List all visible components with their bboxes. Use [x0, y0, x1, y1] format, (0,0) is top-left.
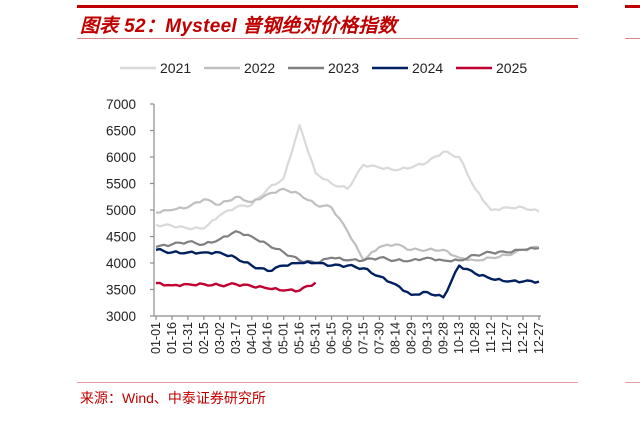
x-axis: 01-01 01-16 01-31 02-15 03-02 03-17 04-01 04-16…	[149, 315, 546, 354]
x-tick-label: 12-27	[532, 322, 546, 354]
series-line-2021	[155, 124, 540, 231]
y-tick-label: 6500	[106, 124, 136, 139]
x-tick-label: 03-02	[213, 322, 227, 354]
x-tick-label: 06-30	[341, 322, 355, 354]
x-tick-label: 01-16	[165, 322, 179, 354]
x-tick-label: 01-31	[181, 322, 195, 354]
legend-label-2022: 2022	[244, 60, 275, 76]
x-tick-label: 04-16	[261, 322, 275, 354]
x-tick-label: 05-01	[277, 322, 291, 354]
x-tick-label: 09-13	[420, 322, 434, 354]
footer-divider	[77, 382, 578, 383]
series-line-2023	[155, 230, 540, 265]
x-tick-label: 09-28	[436, 322, 450, 354]
x-tick-label: 05-16	[293, 322, 307, 354]
y-tick-label: 3000	[106, 309, 136, 324]
chart-legend: 2021 2022 2023 2024 2025	[120, 60, 527, 76]
x-tick-label: 06-15	[325, 322, 339, 354]
legend-label-2023: 2023	[328, 60, 359, 76]
legend-label-2021: 2021	[160, 60, 191, 76]
legend-label-2025: 2025	[496, 60, 527, 76]
y-tick-label: 5000	[106, 203, 136, 218]
x-tick-label: 11-27	[500, 322, 514, 353]
adjacent-panel-title-divider	[625, 38, 640, 39]
y-tick-label: 4500	[106, 230, 136, 245]
y-tick-label: 6000	[106, 150, 136, 165]
adjacent-panel-top-bar	[625, 5, 640, 8]
x-tick-label: 11-12	[484, 322, 498, 353]
adjacent-panel-footer-divider	[625, 382, 640, 383]
title-divider	[77, 38, 578, 39]
x-tick-label: 10-28	[468, 322, 482, 354]
y-tick-label: 7000	[106, 97, 136, 112]
figure-title: 图表 52：Mysteel 普钢绝对价格指数	[80, 16, 397, 37]
chart-series	[155, 124, 540, 299]
series-line-2022	[155, 187, 540, 262]
x-tick-label: 08-14	[388, 322, 402, 354]
x-tick-label: 01-01	[149, 322, 163, 354]
x-tick-label: 02-15	[197, 322, 211, 354]
x-tick-label: 07-15	[356, 322, 370, 354]
x-tick-label: 12-12	[516, 322, 530, 354]
legend-label-2024: 2024	[412, 60, 443, 76]
series-line-2025	[155, 281, 317, 293]
y-tick-label: 4000	[106, 256, 136, 271]
x-tick-label: 05-31	[309, 322, 323, 354]
y-axis: 3000 3500 4000 4500 5000 5500 6000 6500 7000	[106, 97, 155, 324]
source-note: 来源：Wind、中泰证券研究所	[80, 390, 266, 406]
y-tick-label: 3500	[106, 283, 136, 298]
x-tick-label: 04-01	[245, 322, 259, 354]
series-line-2024	[155, 247, 540, 299]
x-tick-label: 07-30	[372, 322, 386, 354]
x-tick-label: 03-17	[229, 322, 243, 354]
x-tick-label: 10-13	[452, 322, 466, 354]
title-top-bar	[77, 5, 578, 8]
x-tick-label: 08-29	[404, 322, 418, 354]
y-tick-label: 5500	[106, 177, 136, 192]
